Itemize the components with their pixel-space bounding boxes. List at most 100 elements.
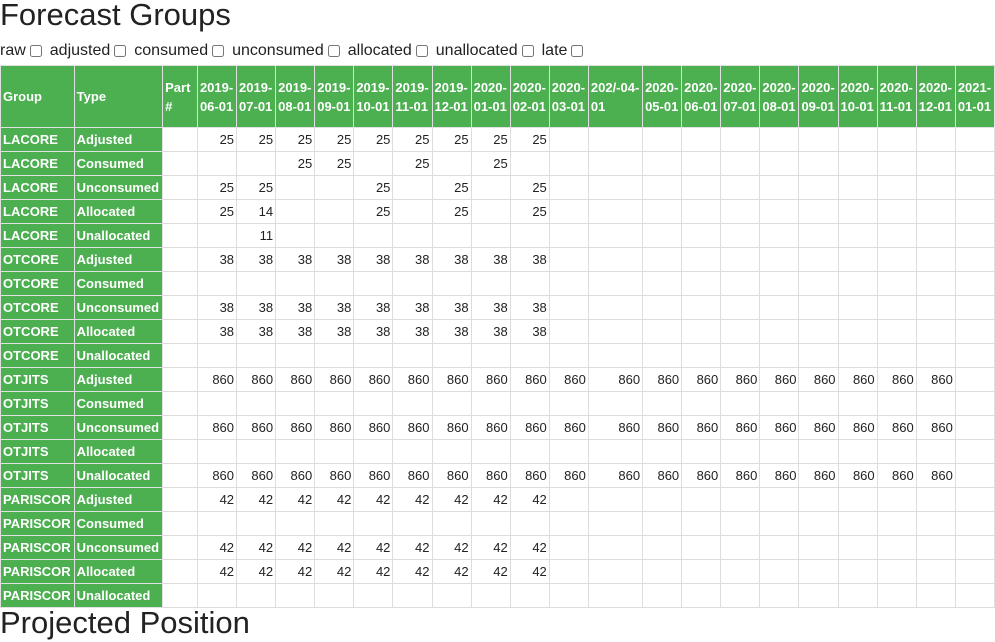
table-cell: [837, 391, 878, 416]
table-cell: 25: [236, 175, 277, 200]
table-cell: [548, 247, 589, 272]
table-cell: [681, 151, 722, 176]
filter-allocated[interactable]: allocated: [348, 42, 432, 59]
table-cell: [915, 175, 956, 200]
table-cell: [642, 127, 683, 152]
table-cell: 42: [353, 535, 394, 560]
table-cell: 42: [470, 559, 511, 584]
filter-label: allocated: [347, 42, 412, 59]
filter-consumed[interactable]: consumed: [134, 42, 228, 59]
table-cell: [509, 223, 550, 248]
date-header: 2019-07-01: [236, 65, 277, 128]
table-cell: [759, 343, 800, 368]
filter-unallocated-checkbox[interactable]: [521, 44, 534, 57]
row-part: [162, 535, 198, 560]
filter-late[interactable]: late: [542, 42, 588, 59]
filter-unconsumed[interactable]: unconsumed: [232, 42, 344, 59]
filter-consumed-checkbox[interactable]: [212, 44, 225, 57]
filter-raw-checkbox[interactable]: [29, 44, 42, 57]
table-row: LACORE Consumed 25 25 25 25: [0, 151, 995, 176]
table-cell: 860: [196, 367, 238, 392]
table-cell: [196, 223, 238, 248]
table-cell: 860: [392, 463, 433, 488]
table-cell: [954, 487, 995, 512]
table-cell: [392, 439, 433, 464]
table-cell: [642, 151, 683, 176]
table-cell: [642, 175, 683, 200]
date-header: 2019-10-01: [353, 65, 394, 128]
table-cell: [798, 583, 839, 608]
table-cell: [798, 271, 839, 296]
table-cell: 42: [236, 559, 277, 584]
table-row: OTJITS Allocated: [0, 439, 995, 464]
row-part: [162, 583, 198, 608]
table-cell: [509, 439, 550, 464]
table-row: LACORE Adjusted 25 25 25 25 25 25 25 25 25: [0, 127, 995, 152]
table-cell: [798, 487, 839, 512]
table-cell: [876, 295, 917, 320]
table-cell: 38: [431, 247, 472, 272]
table-cell: [392, 175, 433, 200]
table-cell: [642, 511, 683, 536]
table-cell: [915, 487, 956, 512]
table-cell: 38: [470, 295, 511, 320]
table-cell: 860: [275, 463, 316, 488]
table-cell: 860: [548, 415, 589, 440]
row-part: [162, 463, 198, 488]
table-cell: [548, 223, 589, 248]
filter-label: adjusted: [49, 42, 111, 59]
filter-adjusted-checkbox[interactable]: [114, 44, 127, 57]
table-cell: [954, 247, 995, 272]
table-cell: [954, 439, 995, 464]
filter-adjusted[interactable]: adjusted: [50, 42, 131, 59]
table-cell: [720, 151, 761, 176]
table-cell: 860: [392, 415, 433, 440]
table-cell: 25: [509, 127, 550, 152]
row-group: OTCORE: [0, 295, 75, 320]
row-type: Unconsumed: [73, 295, 164, 320]
row-group: PARISCOR: [0, 487, 75, 512]
row-part: [162, 487, 198, 512]
table-cell: [275, 175, 316, 200]
table-cell: [876, 247, 917, 272]
table-cell: [587, 295, 644, 320]
table-cell: [548, 439, 589, 464]
row-group: OTJITS: [0, 415, 75, 440]
filter-unallocated[interactable]: unallocated: [436, 42, 538, 59]
table-cell: [509, 391, 550, 416]
table-cell: 25: [353, 127, 394, 152]
table-cell: [720, 535, 761, 560]
table-cell: [954, 391, 995, 416]
table-cell: [954, 199, 995, 224]
table-cell: [915, 343, 956, 368]
table-cell: [954, 295, 995, 320]
table-cell: 860: [642, 367, 683, 392]
table-cell: 25: [275, 127, 316, 152]
table-cell: [548, 271, 589, 296]
filter-late-checkbox[interactable]: [571, 44, 584, 57]
table-cell: [681, 271, 722, 296]
table-cell: [837, 151, 878, 176]
date-header: 2020-02-01: [509, 65, 550, 128]
filter-allocated-checkbox[interactable]: [415, 44, 428, 57]
table-cell: [876, 391, 917, 416]
table-cell: 42: [314, 559, 355, 584]
table-cell: [876, 199, 917, 224]
forecast-table-container[interactable]: Group Type Part # 2019-06-01 2019-07-01 20…: [0, 65, 995, 608]
table-cell: [587, 487, 644, 512]
table-cell: 42: [509, 559, 550, 584]
table-cell: 42: [314, 535, 355, 560]
table-cell: 25: [431, 175, 472, 200]
table-cell: [470, 439, 511, 464]
table-cell: [642, 199, 683, 224]
table-cell: [587, 127, 644, 152]
table-cell: 860: [196, 415, 238, 440]
table-cell: [587, 583, 644, 608]
table-cell: [876, 559, 917, 584]
row-type: Allocated: [73, 199, 164, 224]
filter-unconsumed-checkbox[interactable]: [327, 44, 340, 57]
filter-raw[interactable]: raw: [0, 42, 46, 59]
section-title-projected-position: Projected Position: [0, 605, 250, 640]
table-cell: 860: [837, 463, 878, 488]
table-cell: [915, 319, 956, 344]
